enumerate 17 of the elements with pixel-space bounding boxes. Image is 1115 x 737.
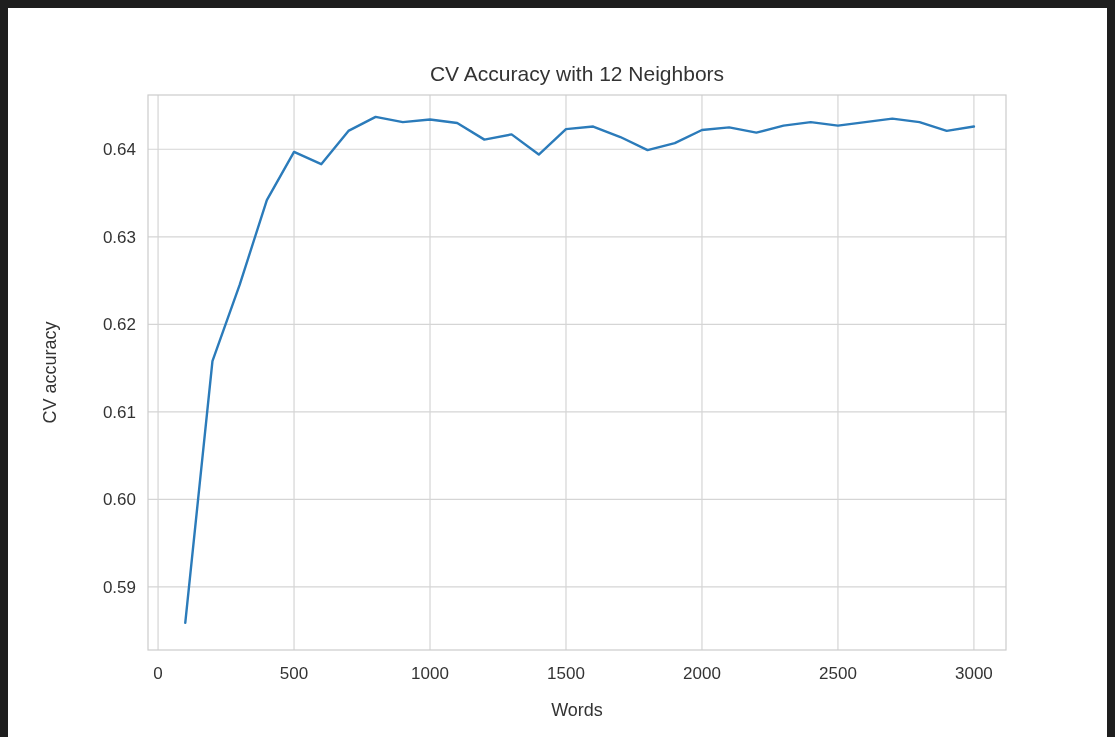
y-axis-title: CV accuracy [40, 321, 60, 424]
x-tick-label: 2000 [683, 664, 721, 683]
y-tick-label: 0.64 [102, 140, 136, 160]
x-tick-label: 1000 [411, 664, 449, 683]
y-tick-label: 0.63 [102, 227, 136, 247]
x-tick-label: 500 [279, 664, 309, 683]
x-tick-label: 1500 [547, 664, 585, 683]
y-tick-label: 0.62 [102, 315, 136, 335]
y-tick-label: 0.60 [102, 490, 136, 510]
y-tick-label: 0.61 [102, 402, 136, 422]
x-tick-label: 3000 [955, 664, 993, 683]
line-series [184, 115, 976, 625]
y-tick-label: 0.59 [102, 577, 136, 597]
chart-title: CV Accuracy with 12 Neighbors [429, 62, 725, 85]
x-tick-label: 2500 [819, 664, 857, 683]
x-axis-title: Words [551, 700, 603, 720]
x-tick-label: 0 [153, 664, 163, 683]
